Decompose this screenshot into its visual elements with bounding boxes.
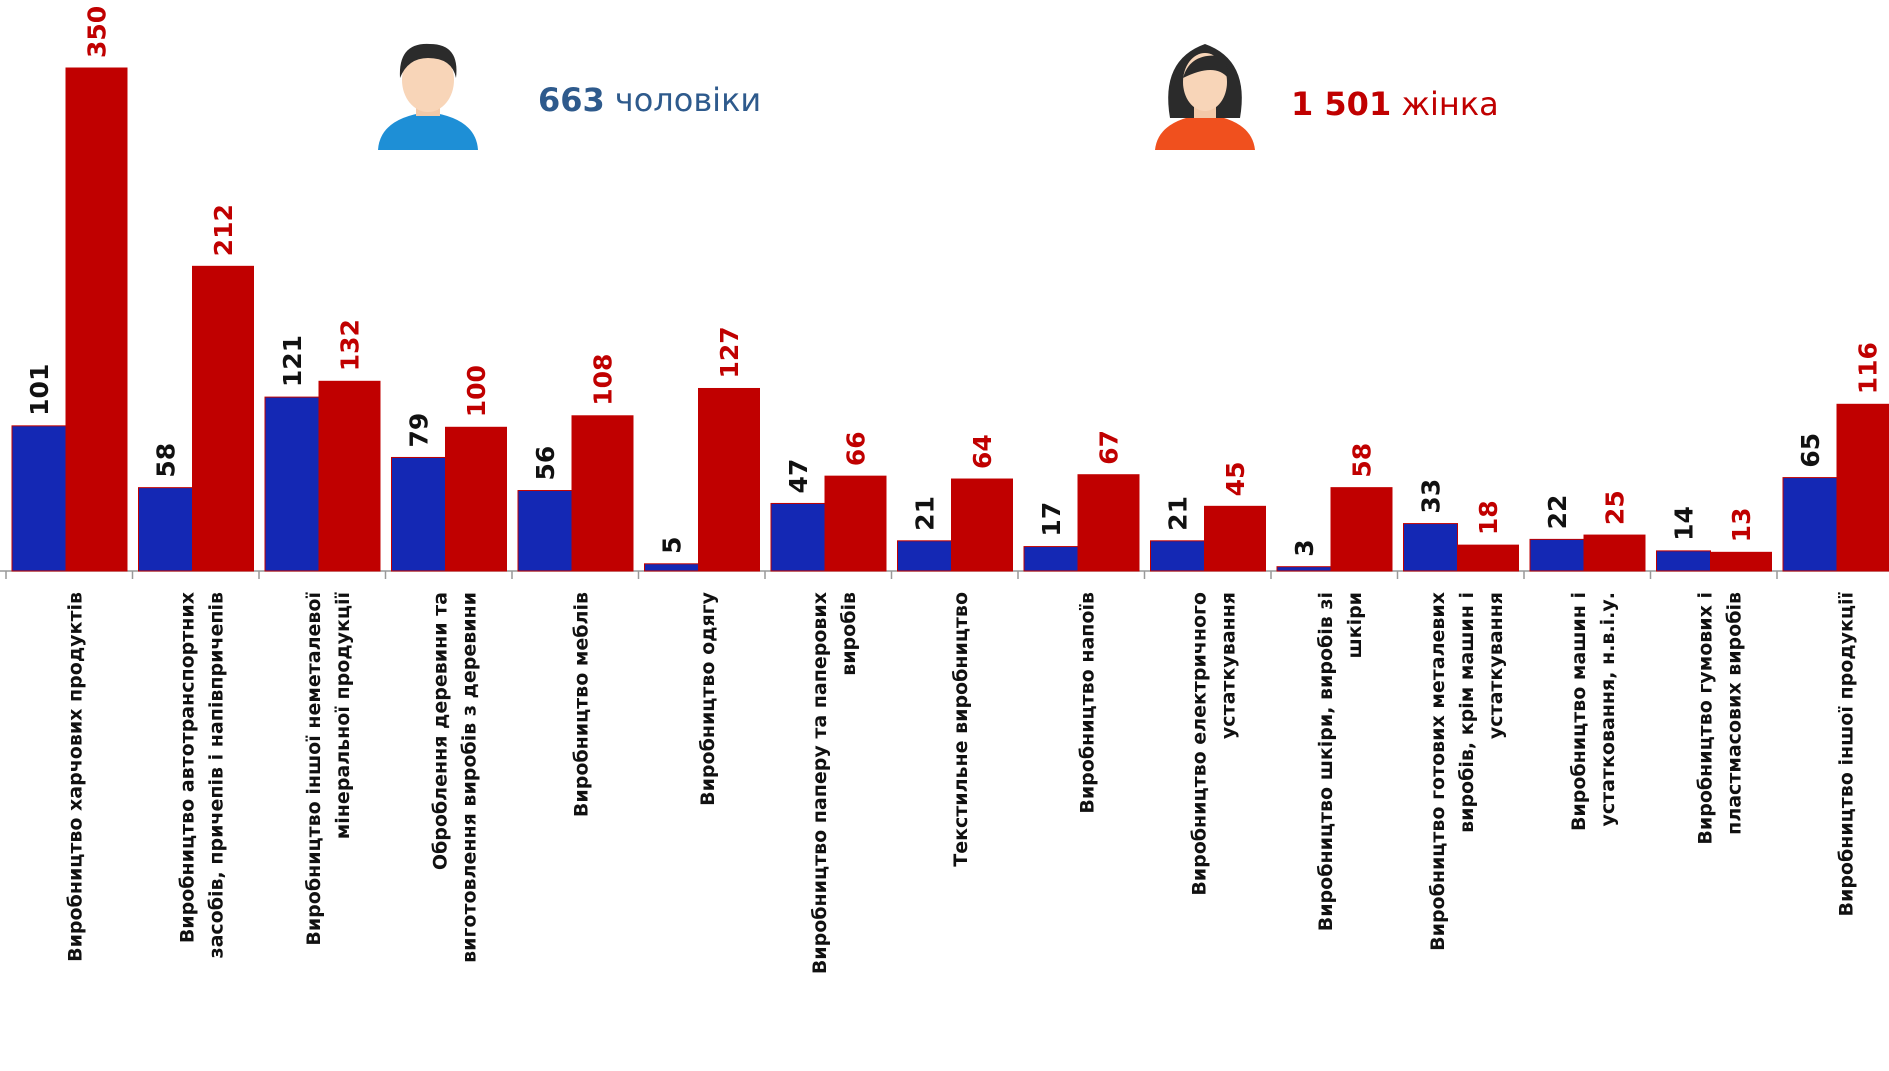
bar [1077, 474, 1140, 572]
value-label: 67 [1095, 430, 1124, 465]
value-label: 14 [1670, 506, 1699, 541]
bar [571, 415, 634, 572]
value-label: 101 [25, 364, 54, 416]
legend-women: 1 501 жінка [1291, 85, 1499, 123]
value-label: 47 [784, 459, 813, 494]
value-label: 5 [658, 536, 687, 553]
bar [391, 456, 446, 572]
bar [824, 475, 887, 572]
value-label: 3 [1290, 539, 1319, 556]
value-label: 58 [1348, 443, 1377, 478]
value-label: 33 [1417, 479, 1446, 514]
legend-men: 663 чоловіки [538, 81, 761, 119]
x-tick-label: Виробництво іншої неметалевої мінеральної… [302, 592, 353, 946]
value-label: 100 [462, 365, 491, 417]
x-tick-label: Оброблення деревини та виготовлення вироб… [429, 592, 480, 963]
bar [1457, 544, 1519, 572]
value-label: 56 [531, 446, 560, 481]
bar [65, 67, 128, 572]
x-tick-label: Виробництво харчових продуктів [64, 592, 86, 962]
x-tick-label: Виробництво одягу [696, 591, 718, 805]
x-tick-label: Виробництво готових металевих виробів, кр… [1426, 592, 1506, 951]
bar [192, 265, 254, 572]
value-label: 127 [715, 326, 744, 378]
x-tick-label: Виробництво напоїв [1076, 592, 1098, 814]
bar [1023, 546, 1079, 572]
legend-women-name: жінка [1401, 85, 1499, 123]
value-label: 116 [1854, 342, 1883, 394]
value-label: 45 [1221, 462, 1250, 497]
x-tick-label: Виробництво гумових і пластмасових виробі… [1694, 592, 1745, 845]
value-label: 65 [1796, 433, 1825, 468]
bar [1656, 550, 1711, 572]
value-label: 66 [842, 431, 871, 466]
value-label: 21 [1164, 496, 1193, 531]
bar [644, 563, 699, 572]
bar [951, 478, 1013, 572]
bar [1204, 505, 1266, 572]
bar [1276, 566, 1332, 572]
x-tick-label: Виробництво іншої продукції [1835, 592, 1857, 917]
bar [264, 396, 320, 572]
bar [1330, 487, 1393, 572]
bar [770, 502, 826, 572]
value-label: 132 [336, 319, 365, 371]
bar [1710, 551, 1772, 572]
x-tick-label: Виробництво машин і устатковання, н.в.і.у… [1567, 592, 1618, 831]
man-icon [378, 43, 478, 150]
woman-icon [1155, 44, 1255, 150]
x-tick-label: Виробництво паперу та паперових виробів [808, 592, 859, 974]
value-label: 64 [968, 434, 997, 469]
value-label: 17 [1037, 502, 1066, 537]
bar [11, 425, 67, 572]
value-label: 79 [405, 413, 434, 448]
legend-women-total: 1 501 [1291, 85, 1391, 123]
value-label: 25 [1601, 490, 1630, 525]
bar [517, 490, 573, 572]
value-label: 58 [152, 443, 181, 478]
value-label: 350 [83, 6, 112, 58]
value-label: 13 [1727, 508, 1756, 543]
legend-men-name: чоловіки [615, 81, 761, 119]
value-label: 108 [589, 354, 618, 406]
value-label: 22 [1543, 495, 1572, 530]
value-label: 212 [209, 204, 238, 256]
bar [1403, 523, 1458, 572]
bar [1529, 538, 1585, 572]
x-tick-label: Виробництво автотранспортних засобів, при… [176, 592, 227, 958]
bar [138, 487, 193, 572]
legend-men-total: 663 [538, 81, 605, 119]
value-label: 18 [1474, 500, 1503, 535]
bar [318, 380, 381, 572]
x-tick-label: Виробництво меблів [570, 592, 592, 817]
bar [1150, 540, 1205, 572]
x-tick-label: Виробництво електричного устаткування [1188, 592, 1239, 896]
value-label: 121 [278, 335, 307, 387]
bar [1836, 403, 1889, 572]
bar [1583, 534, 1646, 572]
x-tick-label: Текстильне виробництво [949, 592, 971, 867]
bar [1782, 477, 1838, 572]
x-tick-label: Виробництво шкіри, виробів зі шкіри [1314, 592, 1365, 931]
bar [445, 426, 507, 572]
value-label: 21 [911, 496, 940, 531]
bar [698, 387, 760, 572]
bar [897, 540, 952, 572]
